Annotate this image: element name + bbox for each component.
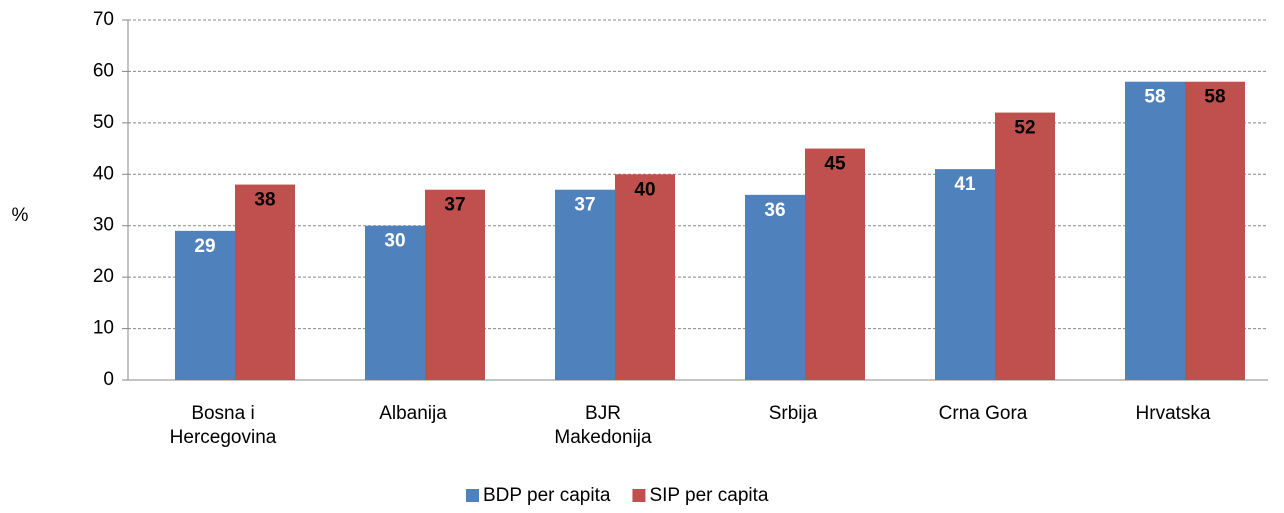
data-label: 58 xyxy=(1204,87,1225,108)
x-tick-label: BJR Makedonija xyxy=(554,403,652,448)
y-axis-label: % xyxy=(12,205,29,226)
y-tick-label: 50 xyxy=(93,112,114,133)
y-tick-label: 40 xyxy=(93,163,114,184)
bar xyxy=(745,194,805,380)
legend-label: SIP per capita xyxy=(649,485,768,506)
legend-swatch xyxy=(632,489,646,502)
bar xyxy=(1125,81,1185,380)
bar xyxy=(935,169,995,380)
data-label: 40 xyxy=(634,179,655,200)
data-label: 36 xyxy=(764,200,785,221)
y-tick-label: 10 xyxy=(93,318,114,339)
bar xyxy=(1185,81,1245,380)
y-tick-label: 70 xyxy=(93,9,114,30)
y-tick-label: 0 xyxy=(103,369,114,390)
bar xyxy=(995,112,1055,381)
data-label: 37 xyxy=(574,195,595,216)
data-label: 41 xyxy=(954,174,976,195)
bar xyxy=(175,230,235,380)
bar xyxy=(425,189,485,380)
data-label: 58 xyxy=(1144,87,1165,108)
x-tick-label: Hrvatska xyxy=(1135,403,1211,424)
x-tick-label: Crna Gora xyxy=(938,403,1028,424)
y-tick-label: 20 xyxy=(93,266,114,287)
x-tick-label: Bosna i Hercegovina xyxy=(169,403,277,448)
bar xyxy=(805,148,865,380)
data-label: 38 xyxy=(254,190,275,211)
x-tick-label: Srbija xyxy=(768,403,818,424)
data-label: 45 xyxy=(824,154,846,175)
bar xyxy=(365,225,425,380)
data-label: 52 xyxy=(1014,118,1035,139)
y-tick-label: 60 xyxy=(93,60,114,81)
bar xyxy=(555,189,615,380)
bar xyxy=(235,184,295,380)
data-label: 29 xyxy=(194,236,215,257)
legend-swatch xyxy=(466,489,479,502)
data-label: 37 xyxy=(444,195,465,216)
y-tick-label: 30 xyxy=(93,215,114,236)
data-label: 30 xyxy=(384,231,405,252)
bar xyxy=(615,174,675,380)
legend-label: BDP per capita xyxy=(483,485,611,506)
x-tick-label: Albanija xyxy=(379,403,447,424)
